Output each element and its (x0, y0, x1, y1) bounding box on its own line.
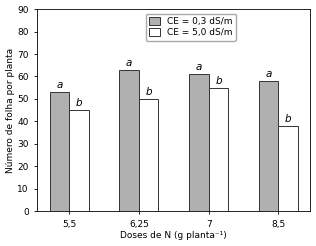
Bar (209, 88, 228, 211)
Text: b: b (215, 76, 222, 86)
Text: b: b (145, 87, 152, 97)
Bar (139, 99, 158, 211)
Text: a: a (126, 58, 132, 68)
Text: a: a (56, 80, 63, 91)
Bar (119, 70, 139, 211)
Y-axis label: Número de folha por planta: Número de folha por planta (6, 48, 15, 173)
Text: b: b (285, 114, 292, 124)
Bar (50, 92, 69, 211)
Bar (259, 81, 278, 211)
Text: b: b (76, 98, 82, 108)
Bar (189, 74, 209, 211)
Bar (69, 110, 89, 211)
Legend: CE = 0,3 dS/m, CE = 5,0 dS/m: CE = 0,3 dS/m, CE = 5,0 dS/m (146, 14, 236, 41)
Text: a: a (196, 62, 202, 72)
Text: a: a (265, 69, 272, 79)
Bar (278, 126, 298, 211)
X-axis label: Doses de N (g planta⁻¹): Doses de N (g planta⁻¹) (120, 231, 227, 240)
